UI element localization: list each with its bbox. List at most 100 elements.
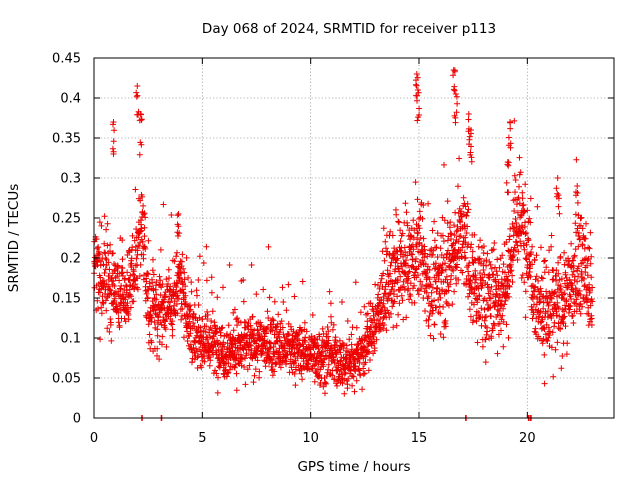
data-point	[117, 292, 124, 299]
data-point	[548, 295, 555, 302]
data-point	[329, 326, 336, 333]
data-point	[154, 352, 160, 359]
data-point	[107, 287, 114, 294]
data-point	[272, 324, 279, 331]
data-point	[192, 339, 199, 346]
data-point	[320, 383, 327, 390]
data-point	[530, 311, 537, 318]
data-point	[325, 366, 332, 373]
data-point	[330, 356, 337, 363]
data-point	[166, 288, 173, 295]
data-point	[537, 308, 544, 315]
x-tick-label: 20	[519, 431, 536, 446]
data-point	[360, 365, 367, 372]
data-point	[553, 185, 560, 192]
data-point	[558, 275, 565, 282]
data-point	[138, 225, 145, 232]
data-point	[420, 202, 427, 209]
data-point	[562, 305, 569, 312]
data-point	[220, 339, 227, 346]
data-point	[397, 238, 404, 245]
data-point	[316, 333, 323, 340]
data-point	[271, 298, 278, 305]
data-point	[102, 297, 109, 304]
data-point	[193, 287, 200, 294]
data-point	[489, 247, 496, 254]
data-point	[507, 261, 514, 268]
data-point	[340, 341, 347, 348]
data-point	[97, 258, 104, 265]
data-point	[230, 309, 237, 316]
data-point	[243, 350, 250, 357]
data-point	[505, 334, 512, 341]
data-point	[235, 318, 242, 325]
data-point	[337, 358, 344, 365]
data-point	[344, 318, 351, 324]
data-point	[545, 269, 552, 276]
data-point	[421, 246, 428, 253]
data-point	[559, 353, 566, 359]
data-point	[453, 109, 460, 116]
data-point	[177, 258, 184, 265]
data-point	[332, 339, 339, 345]
data-point	[548, 243, 555, 250]
data-point	[511, 224, 518, 231]
data-point	[445, 302, 452, 309]
data-point	[328, 342, 335, 349]
data-point	[507, 125, 514, 132]
data-point	[159, 281, 166, 288]
data-point	[107, 241, 114, 248]
data-point	[269, 372, 276, 379]
data-point	[539, 314, 546, 321]
data-point	[124, 269, 131, 276]
data-point	[519, 189, 526, 196]
data-point	[458, 208, 465, 215]
data-point	[562, 323, 569, 330]
data-point	[253, 291, 260, 298]
data-point	[349, 382, 356, 389]
data-point	[555, 203, 562, 210]
data-point	[333, 351, 340, 358]
data-point	[414, 74, 421, 81]
data-point	[425, 200, 432, 207]
data-point	[545, 308, 551, 315]
data-point	[113, 305, 120, 312]
data-point	[555, 259, 562, 266]
data-point	[503, 321, 510, 328]
data-point	[533, 252, 540, 259]
data-point	[580, 259, 586, 266]
data-point	[391, 245, 398, 252]
data-point	[454, 264, 461, 271]
data-point	[505, 247, 512, 254]
data-point	[573, 286, 580, 293]
data-point	[453, 228, 460, 235]
data-point	[146, 331, 153, 338]
data-point	[362, 334, 369, 341]
data-point	[184, 328, 191, 335]
data-point	[422, 308, 428, 314]
data-point	[582, 269, 589, 276]
data-point	[204, 311, 211, 318]
data-point	[182, 292, 189, 299]
data-point	[471, 231, 478, 238]
data-point	[542, 257, 548, 264]
data-point	[270, 317, 277, 324]
data-point	[98, 304, 105, 311]
data-point	[546, 247, 553, 254]
data-point	[451, 87, 458, 94]
data-point	[208, 289, 215, 296]
data-point	[175, 295, 182, 302]
data-point	[387, 262, 394, 269]
data-point	[348, 331, 355, 338]
data-point	[527, 273, 534, 280]
data-point	[414, 117, 421, 124]
data-point	[101, 213, 108, 220]
data-point	[456, 155, 463, 162]
data-point	[275, 311, 282, 318]
data-point	[382, 310, 389, 317]
data-point	[431, 237, 438, 244]
data-point	[194, 292, 200, 299]
data-point	[377, 279, 384, 286]
data-point	[397, 227, 404, 234]
data-point	[325, 361, 332, 368]
